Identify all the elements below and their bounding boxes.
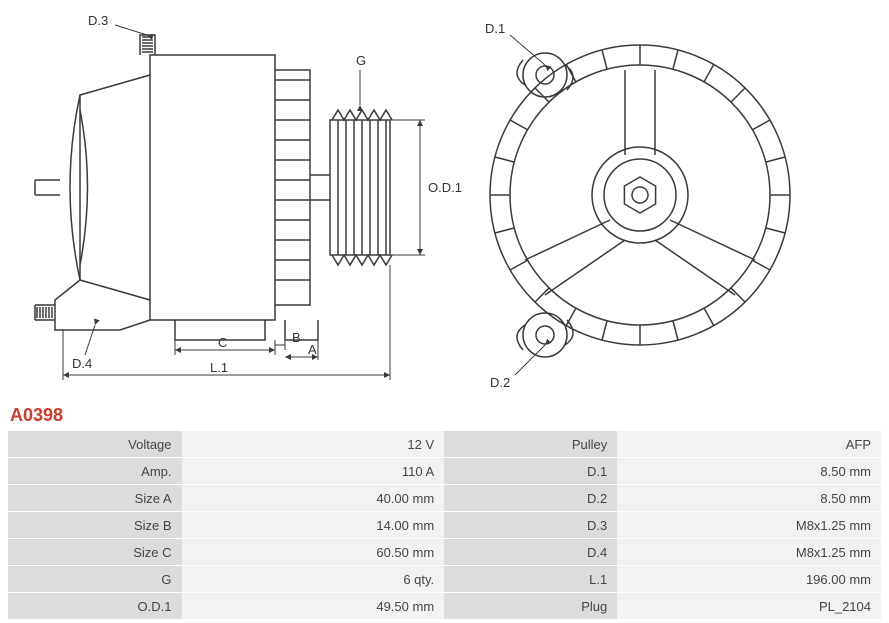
spec-value: 12 V (182, 431, 445, 457)
spec-label: Size A (8, 485, 182, 511)
spec-label: L.1 (444, 566, 617, 592)
table-row: G 6 qty. L.1 196.00 mm (8, 566, 881, 592)
spec-label: Amp. (8, 458, 182, 484)
front-view: D.1 D.2 (485, 21, 790, 390)
technical-drawings: L.1 C B A O.D.1 (0, 0, 889, 400)
spec-value: 196.00 mm (617, 566, 881, 592)
dim-label-front-D1: D.1 (485, 21, 505, 36)
dim-label-L1: L.1 (210, 360, 228, 375)
spec-value: 40.00 mm (182, 485, 445, 511)
dim-label-A: A (308, 342, 317, 357)
spec-value: 8.50 mm (617, 485, 881, 511)
page: L.1 C B A O.D.1 (0, 0, 889, 623)
table-row: Size A 40.00 mm D.2 8.50 mm (8, 485, 881, 511)
drawing-svg: L.1 C B A O.D.1 (0, 0, 889, 400)
spec-value: 49.50 mm (182, 593, 445, 619)
spec-table: Voltage 12 V Pulley AFP Amp. 110 A D.1 8… (8, 430, 881, 620)
side-view: L.1 C B A O.D.1 (35, 13, 462, 380)
dim-label-B: B (292, 330, 301, 345)
spec-value: 60.50 mm (182, 539, 445, 565)
table-row: Size C 60.50 mm D.4 M8x1.25 mm (8, 539, 881, 565)
spec-value: M8x1.25 mm (617, 512, 881, 538)
spec-value: PL_2104 (617, 593, 881, 619)
spec-label: Pulley (444, 431, 617, 457)
spec-label: G (8, 566, 182, 592)
spec-value: AFP (617, 431, 881, 457)
dim-label-D3: D.3 (88, 13, 108, 28)
dim-label-C: C (218, 335, 227, 350)
table-row: Size B 14.00 mm D.3 M8x1.25 mm (8, 512, 881, 538)
spec-value: 14.00 mm (182, 512, 445, 538)
spec-label: Voltage (8, 431, 182, 457)
spec-label: Size C (8, 539, 182, 565)
dim-label-OD1: O.D.1 (428, 180, 462, 195)
spec-label: Size B (8, 512, 182, 538)
spec-value: 6 qty. (182, 566, 445, 592)
spec-value: 8.50 mm (617, 458, 881, 484)
spec-label: D.1 (444, 458, 617, 484)
dim-label-D4: D.4 (72, 356, 92, 371)
spec-label: O.D.1 (8, 593, 182, 619)
spec-label: D.4 (444, 539, 617, 565)
spec-value: 110 A (182, 458, 445, 484)
table-row: O.D.1 49.50 mm Plug PL_2104 (8, 593, 881, 619)
spec-table-body: Voltage 12 V Pulley AFP Amp. 110 A D.1 8… (8, 431, 881, 619)
table-row: Voltage 12 V Pulley AFP (8, 431, 881, 457)
spec-value: M8x1.25 mm (617, 539, 881, 565)
table-row: Amp. 110 A D.1 8.50 mm (8, 458, 881, 484)
spec-label: D.2 (444, 485, 617, 511)
dim-label-G: G (356, 53, 366, 68)
dim-label-front-D2: D.2 (490, 375, 510, 390)
spec-label: D.3 (444, 512, 617, 538)
part-number: A0398 (10, 405, 63, 426)
spec-label: Plug (444, 593, 617, 619)
